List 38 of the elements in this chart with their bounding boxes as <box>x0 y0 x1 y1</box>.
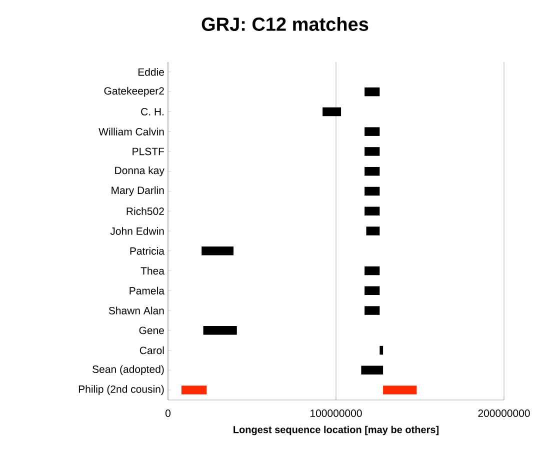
y-tick-label: Rich502 <box>126 207 164 215</box>
chart-title: GRJ: C12 matches <box>202 17 368 31</box>
bar <box>364 266 380 276</box>
y-tick-label: Pamela <box>130 286 164 294</box>
bar <box>322 107 342 116</box>
bar <box>364 147 380 156</box>
bar <box>364 206 380 216</box>
x-tick-label: 100000000 <box>310 410 362 417</box>
y-tick-label: Sean (adopted) <box>92 365 164 376</box>
y-tick-label: Gene <box>139 326 164 334</box>
y-tick-label: Shawn Alan <box>108 306 164 314</box>
y-tick-label: Eddie <box>138 68 164 76</box>
y-tick-label: Carol <box>140 346 164 354</box>
x-axis-title: Longest sequence location [may be others] <box>234 426 439 436</box>
y-tick-label: Mary Darlin <box>112 186 164 196</box>
bar <box>364 186 380 196</box>
y-tick-label: William Calvin <box>98 128 164 136</box>
bar <box>380 346 384 355</box>
bar <box>364 306 380 315</box>
bar <box>361 366 384 375</box>
y-tick-label: PLSTF <box>132 148 164 156</box>
bar <box>203 326 237 335</box>
x-tick-label: 0 <box>165 410 171 417</box>
bar <box>366 226 380 236</box>
y-tick-label: Patricia <box>130 247 164 255</box>
x-tick-label: 200000000 <box>478 410 530 417</box>
bar <box>383 386 417 394</box>
y-tick-label: C. H. <box>141 108 164 116</box>
bar <box>364 87 380 96</box>
bar <box>202 246 234 256</box>
y-tick-label: John Edwin <box>110 227 164 235</box>
y-tick-label: Gatekeeper2 <box>104 86 164 97</box>
y-tick-label: Thea <box>140 266 164 275</box>
y-tick-label: Philip (2nd cousin) <box>78 385 164 395</box>
bar <box>364 166 380 176</box>
bar <box>364 127 380 136</box>
bar <box>364 286 380 296</box>
y-tick-label: Donna kay <box>115 166 164 176</box>
